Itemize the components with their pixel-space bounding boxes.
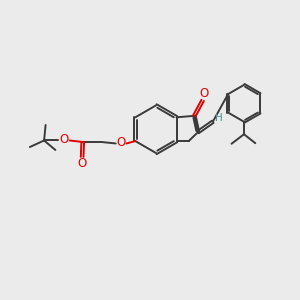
Text: O: O <box>77 157 87 170</box>
Text: H: H <box>215 113 223 123</box>
Text: O: O <box>116 136 126 149</box>
Text: O: O <box>199 87 208 100</box>
Text: O: O <box>59 133 68 146</box>
